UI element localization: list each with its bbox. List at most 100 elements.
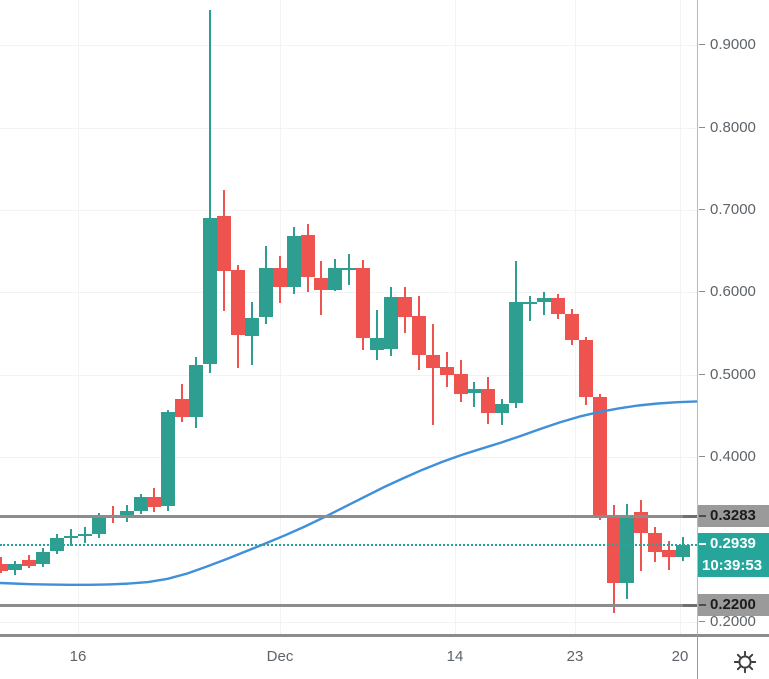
gear-icon[interactable] (733, 650, 757, 674)
tick-dash (699, 209, 705, 210)
candle-body (189, 364, 204, 417)
candlestick (22, 0, 37, 634)
candlestick (77, 0, 92, 634)
time-axis-rule (0, 634, 769, 637)
countdown-timer-badge[interactable]: 10:39:53 (698, 555, 769, 578)
candle-body (620, 515, 635, 583)
candlestick (328, 0, 343, 634)
candle-body (662, 550, 677, 558)
candlestick (272, 0, 287, 634)
candle-body (244, 317, 259, 336)
horizontal-gridline (0, 374, 697, 376)
horizontal-gridline (0, 210, 697, 211)
candlestick (509, 0, 524, 634)
price-axis[interactable]: 0.9000 0.8000 0.7000 0.6000 0.5000 0.4000 0.20… (697, 0, 769, 634)
vertical-gridline (78, 0, 79, 634)
candlestick (314, 0, 329, 634)
candlestick (189, 0, 204, 634)
candle-body (383, 297, 398, 350)
candle-body (314, 277, 329, 290)
tick-dash (699, 373, 705, 375)
candlestick (50, 0, 64, 634)
candle-body (467, 388, 482, 394)
candle-body (230, 270, 245, 336)
candlestick (244, 0, 259, 634)
candle-wick (209, 9, 212, 373)
candle-body (0, 563, 9, 571)
candle-body (495, 403, 510, 414)
price-tick-label: 0.5000 (710, 365, 756, 383)
candlestick (119, 0, 134, 634)
candlestick (467, 0, 482, 634)
candlestick (370, 0, 384, 634)
candle-body (147, 496, 162, 508)
candle-body (578, 340, 593, 397)
candle-body (439, 367, 454, 375)
time-tick-label: 14 (446, 648, 464, 665)
candle-body (328, 268, 343, 290)
candlestick (397, 0, 412, 634)
time-axis[interactable]: 16 Dec 14 23 20 (0, 634, 769, 679)
support-level-badge[interactable]: 0.2200 (698, 594, 769, 617)
countdown-timer-label: 10:39:53 (702, 557, 763, 575)
candlestick (676, 0, 691, 634)
candle-body (537, 298, 551, 303)
candle-body (203, 218, 218, 364)
last-price-dotted-line (0, 544, 697, 547)
vertical-gridline (280, 0, 281, 634)
support-level-label: 0.2200 (710, 596, 756, 614)
candle-body (258, 268, 273, 317)
vertical-gridline (680, 0, 681, 634)
horizontal-gridline (0, 45, 697, 47)
price-tick: 0.6000 (698, 282, 769, 302)
candlestick (342, 0, 357, 634)
candle-body (175, 399, 190, 417)
candle-wick (473, 382, 476, 407)
chart-plot-area[interactable] (0, 0, 697, 634)
candlestick (8, 0, 23, 634)
price-tick: 0.4000 (698, 447, 769, 467)
badge-dash (699, 604, 706, 607)
tick-dash (699, 126, 705, 128)
candlestick (523, 0, 538, 634)
candlestick (648, 0, 663, 634)
candle-body (550, 298, 565, 314)
tick-dash (699, 620, 705, 622)
candle-wick (543, 292, 545, 316)
candle-wick (376, 309, 378, 360)
price-tick-label: 0.7000 (710, 201, 756, 218)
badge-dash (699, 543, 706, 546)
candlestick (495, 0, 510, 634)
candle-body (36, 551, 51, 565)
resistance-level-badge[interactable]: 0.3283 (698, 505, 769, 527)
candle-body (523, 302, 538, 304)
level-line-connector (683, 604, 697, 608)
resistance-level-label: 0.3283 (710, 507, 756, 524)
price-level-line (0, 515, 697, 518)
price-tick: 0.2000 (698, 612, 769, 632)
tick-dash (699, 291, 705, 293)
candle-body (564, 313, 579, 340)
candle-body (272, 268, 287, 288)
vertical-gridline (455, 0, 456, 634)
candle-body (676, 545, 691, 558)
candlestick (620, 0, 635, 634)
level-line-connector (683, 515, 697, 518)
price-tick: 0.8000 (698, 118, 769, 138)
price-tick-label: 0.6000 (710, 283, 756, 301)
candlestick (634, 0, 649, 634)
candle-body (509, 302, 524, 403)
badge-dash (699, 515, 706, 517)
candle-wick (640, 499, 643, 572)
candle-body (411, 316, 426, 355)
candlestick (592, 0, 607, 634)
price-tick: 0.9000 (698, 35, 769, 55)
candle-body (356, 268, 371, 339)
candlestick (300, 0, 315, 634)
candle-body (425, 354, 440, 369)
candlestick (230, 0, 245, 634)
last-price-badge[interactable]: 0.2939 (698, 533, 769, 556)
candlestick (36, 0, 51, 634)
last-price-label: 0.2939 (710, 535, 756, 553)
candle-body (91, 515, 106, 535)
